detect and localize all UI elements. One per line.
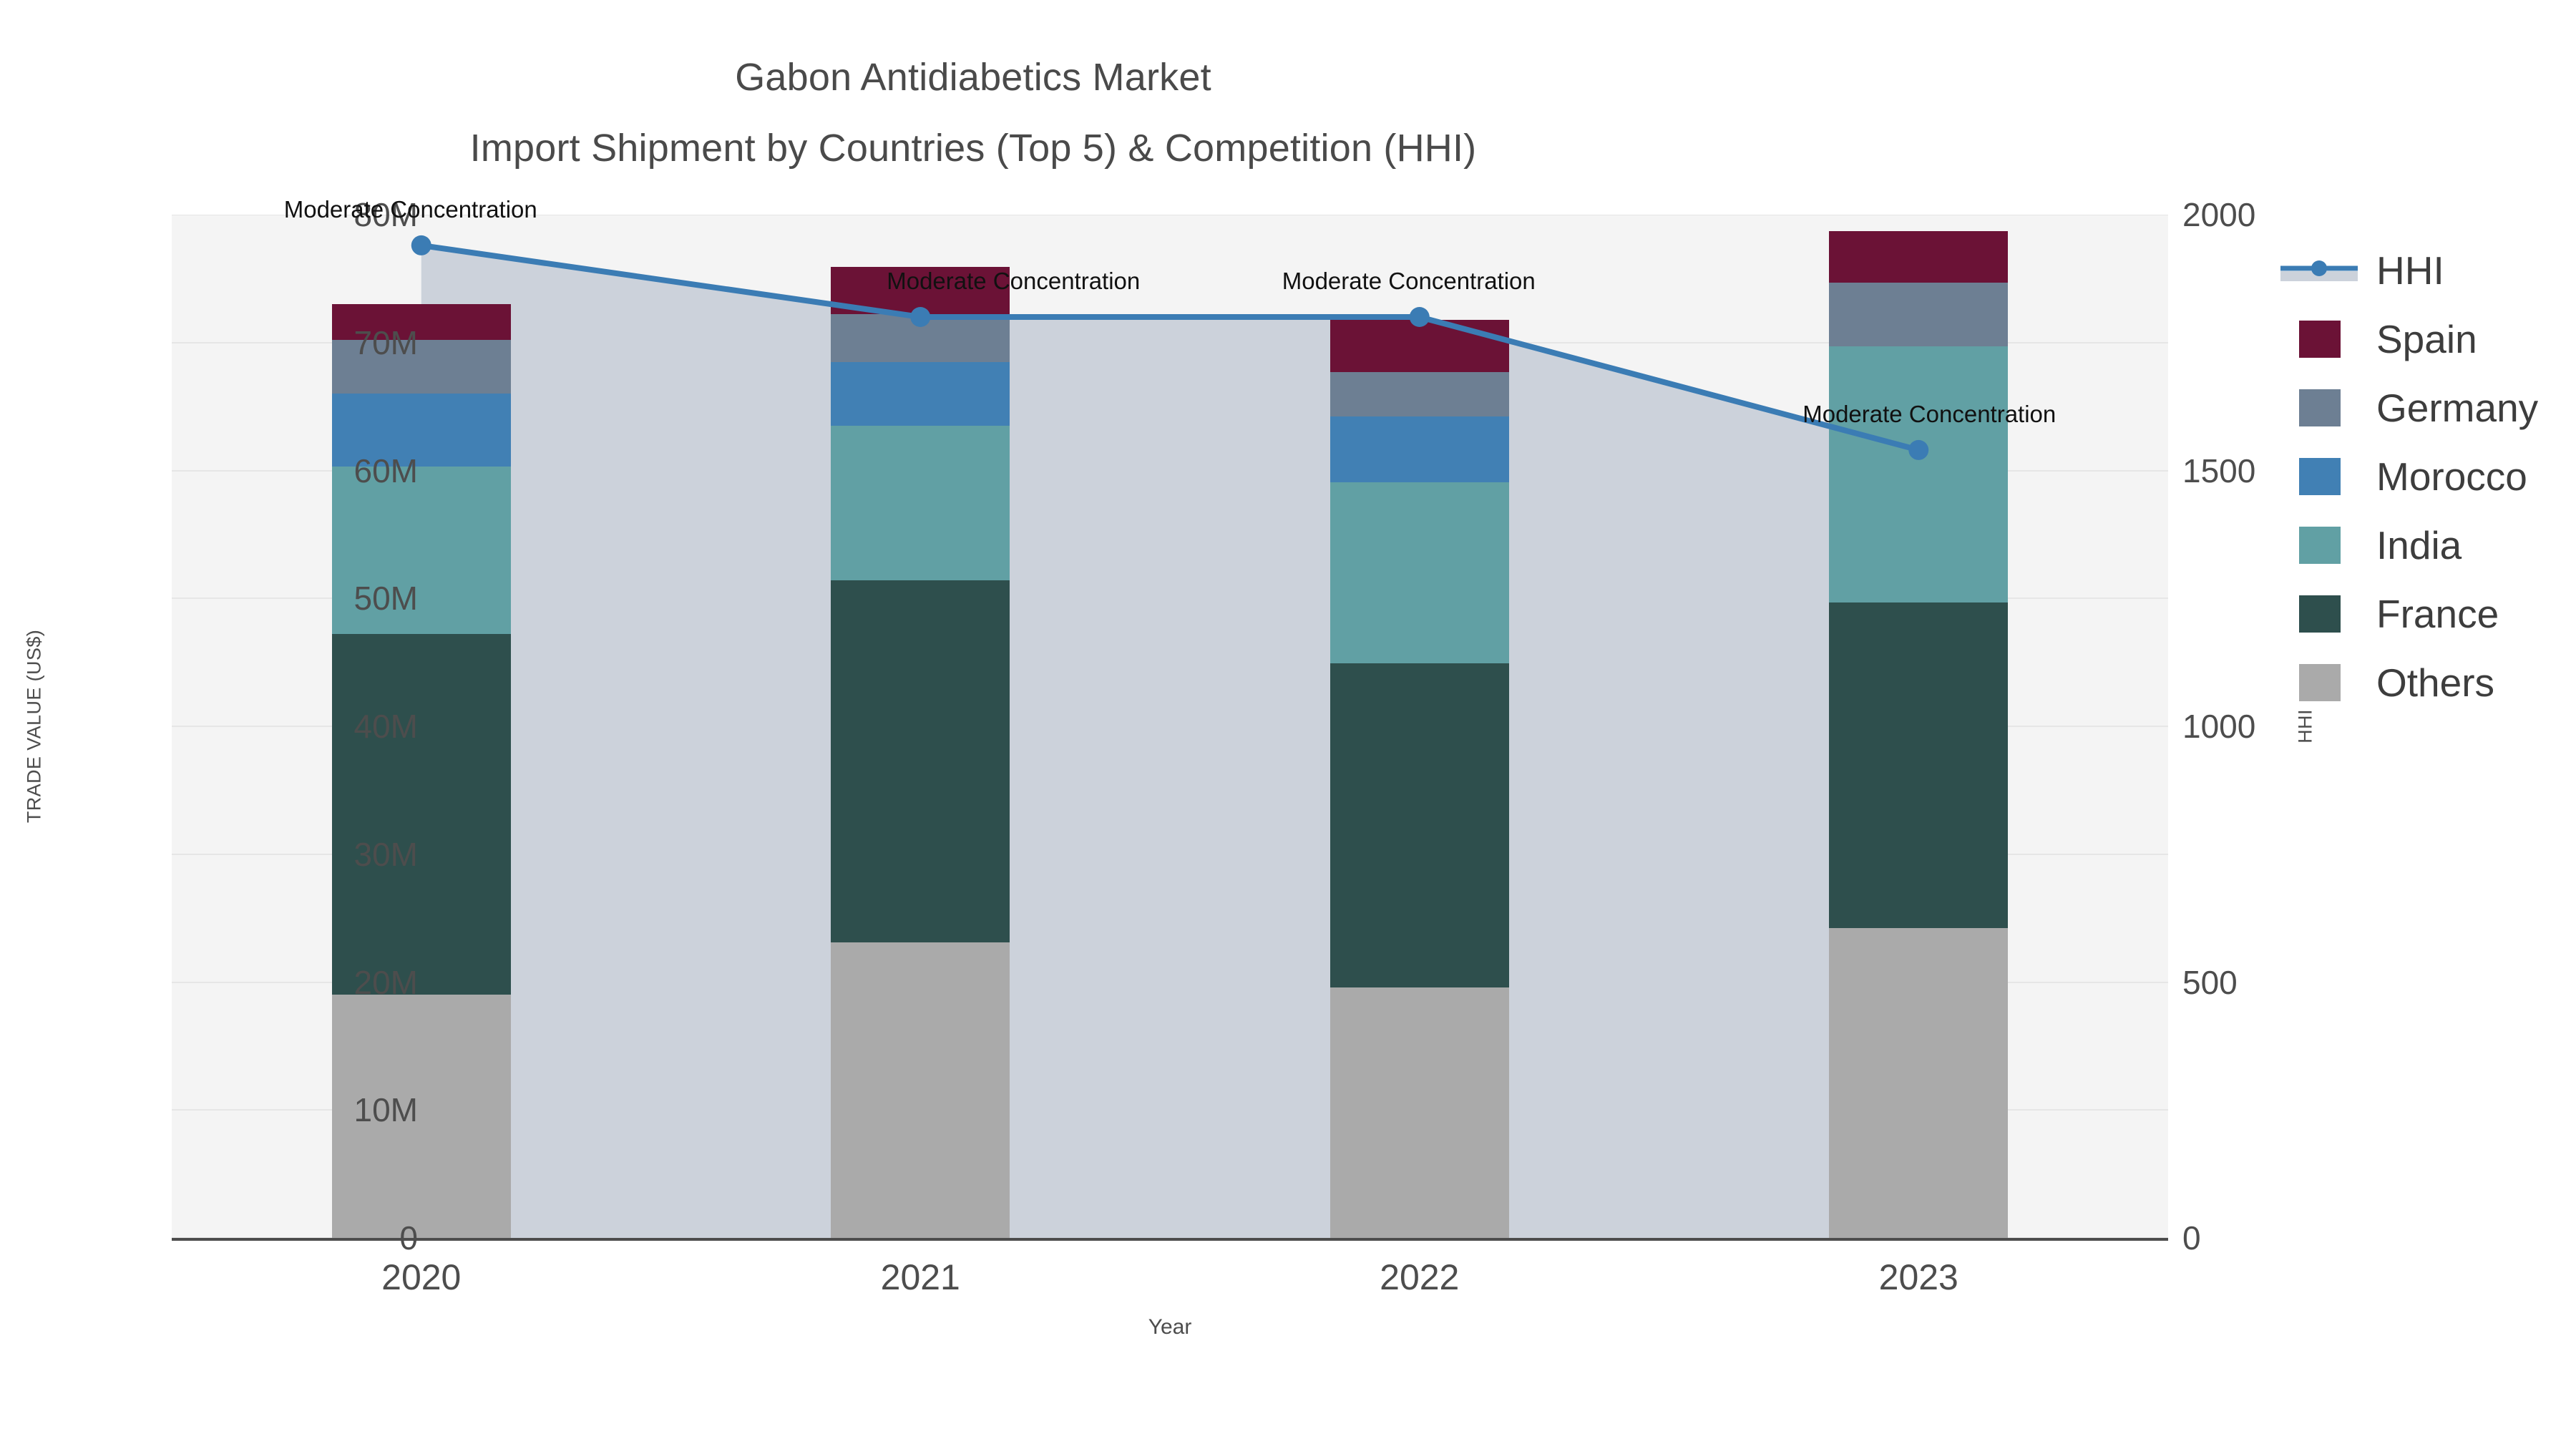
y-axis-tick-left: 10M (353, 1091, 418, 1129)
legend-item-hhi[interactable]: HHI (2279, 236, 2565, 305)
bar-segment-india[interactable] (831, 425, 1010, 581)
y-axis-tick-left: 60M (353, 452, 418, 489)
color-swatch-icon (2299, 458, 2341, 495)
x-axis-spine (172, 1238, 2168, 1241)
title-line-1: Gabon Antidiabetics Market (735, 56, 1211, 99)
legend-item-label: HHI (2376, 248, 2444, 293)
bar-segment-others[interactable] (1330, 987, 1509, 1238)
annotation-label: Moderate Concentration (1282, 268, 1536, 294)
x-axis-tick: 2021 (880, 1257, 960, 1297)
color-swatch-icon (2299, 321, 2341, 358)
y-axis-tick-right: 2000 (2182, 196, 2256, 233)
bar-segment-india[interactable] (331, 467, 511, 635)
bar-segment-germany[interactable] (1330, 371, 1509, 417)
legend-swatch-spain-icon (2279, 318, 2359, 360)
x-axis-tick: 2022 (1380, 1257, 1460, 1297)
annotation-label: Moderate Concentration (1802, 400, 2057, 427)
y-axis-tick-left: 80M (353, 196, 418, 233)
legend-item-label: Morocco (2376, 454, 2527, 499)
bar-segment-france[interactable] (831, 580, 1010, 943)
legend-swatch-others-icon (2279, 662, 2359, 703)
bar-group[interactable] (331, 215, 511, 1238)
legend-item-morocco[interactable]: Morocco (2279, 442, 2565, 511)
bar-series-layer (172, 215, 2168, 1238)
legend-item-label: Others (2376, 660, 2495, 705)
bar-segment-others[interactable] (331, 995, 511, 1238)
legend-item-germany[interactable]: Germany (2279, 374, 2565, 442)
y-axis-tick-left: 70M (353, 323, 418, 361)
x-axis-tick: 2020 (381, 1257, 462, 1297)
bar-segment-india[interactable] (1829, 346, 2009, 602)
legend-item-label: India (2376, 522, 2462, 567)
title-line-2: Import Shipment by Countries (Top 5) & C… (469, 126, 1477, 170)
bar-segment-spain[interactable] (1330, 319, 1509, 372)
legend-item-others[interactable]: Others (2279, 648, 2565, 717)
color-swatch-icon (2299, 527, 2341, 564)
bar-group[interactable] (1330, 215, 1509, 1238)
legend-swatch-germany-icon (2279, 387, 2359, 429)
x-axis-tick: 2023 (1878, 1257, 1958, 1297)
x-axis-label: Year (1148, 1315, 1192, 1339)
y-axis-tick-right: 1500 (2182, 452, 2256, 489)
legend-swatch-india-icon (2279, 525, 2359, 566)
bar-segment-germany[interactable] (1829, 282, 2009, 347)
legend-swatch-france-icon (2279, 593, 2359, 635)
y-axis-tick-right: 0 (2182, 1219, 2201, 1257)
y-axis-tick-right: 500 (2182, 963, 2238, 1001)
y-axis-tick-left: 40M (353, 708, 418, 745)
bar-segment-others[interactable] (1829, 928, 2009, 1238)
color-swatch-icon (2299, 389, 2341, 426)
y-axis-tick-left: 0 (399, 1219, 418, 1257)
bar-segment-morocco[interactable] (831, 361, 1010, 426)
bar-segment-germany[interactable] (831, 314, 1010, 362)
annotation-label: Moderate Concentration (283, 195, 537, 223)
color-swatch-icon (2299, 595, 2341, 633)
legend-item-india[interactable]: India (2279, 511, 2565, 580)
bar-segment-france[interactable] (331, 634, 511, 995)
chart-title: Gabon Antidiabetics Market Import Shipme… (0, 50, 1946, 175)
y-axis-label-left: TRADE VALUE (US$) (23, 629, 45, 824)
legend-item-label: Spain (2376, 316, 2477, 361)
bar-segment-spain[interactable] (1829, 231, 2009, 283)
legend: HHI Spain Germany Morocco India France Others (2279, 236, 2565, 717)
y-axis-tick-left: 50M (353, 580, 418, 618)
legend-item-france[interactable]: France (2279, 580, 2565, 648)
bar-segment-india[interactable] (1330, 482, 1509, 664)
bar-segment-france[interactable] (1829, 602, 2009, 929)
bar-group[interactable] (1829, 215, 2009, 1238)
color-swatch-icon (2299, 664, 2341, 701)
legend-item-label: Germany (2376, 385, 2539, 430)
bar-segment-france[interactable] (1330, 663, 1509, 987)
annotation-label: Moderate Concentration (887, 268, 1141, 294)
bar-segment-others[interactable] (831, 942, 1010, 1238)
bar-group[interactable] (831, 215, 1010, 1238)
y-axis-tick-left: 20M (353, 963, 418, 1001)
hhi-line-icon (2279, 250, 2359, 291)
bar-segment-morocco[interactable] (1330, 416, 1509, 482)
legend-swatch-morocco-icon (2279, 456, 2359, 497)
legend-item-label: France (2376, 591, 2499, 636)
y-axis-tick-left: 30M (353, 835, 418, 873)
legend-item-spain[interactable]: Spain (2279, 305, 2565, 374)
y-axis-tick-right: 1000 (2182, 708, 2256, 745)
